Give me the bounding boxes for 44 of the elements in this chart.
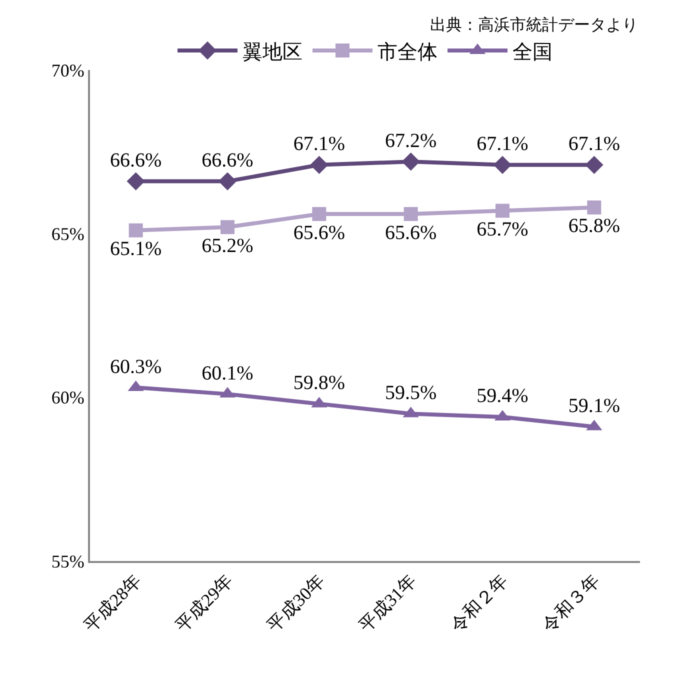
x-tick-label: 令和３年 bbox=[538, 570, 604, 636]
point bbox=[404, 207, 418, 222]
data-label: 60.1% bbox=[202, 362, 254, 384]
data-label: 60.3% bbox=[110, 356, 162, 378]
data-label: 65.2% bbox=[202, 234, 254, 257]
source-note: 出典：高浜市統計データより bbox=[430, 16, 638, 34]
legend-label: 市全体 bbox=[378, 41, 438, 64]
data-label: 66.6% bbox=[110, 150, 162, 172]
y-tick-label: 60% bbox=[51, 388, 84, 408]
data-label: 67.1% bbox=[476, 133, 528, 156]
y-tick-label: 65% bbox=[51, 224, 84, 244]
x-tick-label: 平成31年 bbox=[354, 570, 420, 636]
point bbox=[402, 152, 420, 171]
point bbox=[310, 156, 328, 174]
point bbox=[312, 207, 326, 222]
point bbox=[493, 156, 512, 174]
x-tick-label: 平成29年 bbox=[172, 570, 237, 636]
data-label: 59.1% bbox=[568, 395, 620, 418]
data-label: 65.6% bbox=[384, 222, 437, 244]
data-label: 59.5% bbox=[384, 382, 437, 404]
data-label: 66.6% bbox=[202, 150, 254, 172]
point bbox=[587, 200, 602, 214]
x-tick-label: 平成30年 bbox=[263, 570, 328, 636]
point bbox=[496, 204, 510, 218]
point bbox=[218, 172, 237, 190]
data-label: 67.2% bbox=[384, 130, 437, 152]
data-label: 65.6% bbox=[293, 222, 346, 244]
data-label: 65.7% bbox=[476, 218, 528, 240]
data-label: 65.1% bbox=[110, 238, 162, 260]
legend-label: 全国 bbox=[512, 41, 552, 64]
data-label: 59.4% bbox=[476, 385, 528, 408]
data-label: 67.1% bbox=[568, 133, 620, 156]
point bbox=[126, 172, 145, 190]
data-label: 67.1% bbox=[293, 133, 346, 156]
legend-label: 翼地区 bbox=[242, 41, 302, 64]
x-tick-label: 令和２年 bbox=[446, 570, 512, 636]
y-tick-label: 70% bbox=[51, 60, 84, 80]
point bbox=[585, 156, 604, 174]
x-tick-label: 平成28年 bbox=[80, 570, 146, 636]
data-label: 59.8% bbox=[293, 372, 346, 394]
data-label: 65.8% bbox=[568, 215, 620, 238]
point bbox=[220, 220, 234, 234]
point bbox=[128, 223, 143, 238]
y-tick-label: 55% bbox=[51, 551, 84, 572]
